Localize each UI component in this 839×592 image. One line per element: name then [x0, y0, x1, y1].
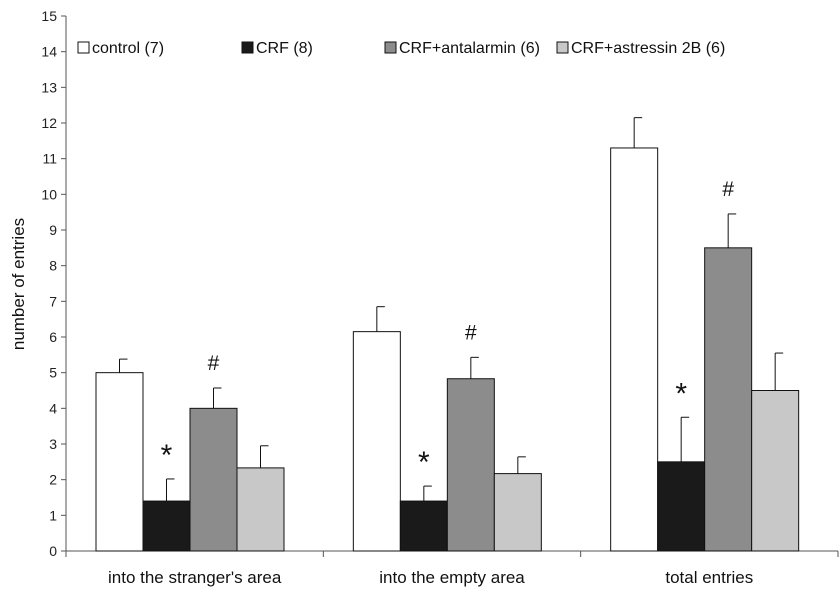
bar — [657, 461, 706, 552]
y-tick-label: 1 — [49, 507, 57, 523]
legend-label: control (7) — [92, 40, 164, 57]
bar — [399, 500, 448, 552]
y-tick-label: 8 — [49, 258, 57, 274]
y-tick-label: 5 — [49, 365, 57, 381]
y-tick-label: 12 — [41, 115, 57, 131]
legend-label: CRF (8) — [256, 40, 313, 57]
legend-swatch — [384, 41, 397, 54]
legend-swatch — [241, 41, 254, 54]
y-tick-label: 3 — [49, 436, 57, 452]
bar — [493, 473, 542, 552]
y-tick-label: 7 — [49, 293, 57, 309]
legend-swatch — [77, 41, 90, 54]
bar — [95, 372, 144, 552]
y-tick-label: 13 — [41, 79, 57, 95]
bar — [704, 247, 753, 552]
x-category-label: into the empty area — [379, 568, 525, 587]
bar — [751, 390, 800, 552]
x-category-label: total entries — [665, 568, 753, 587]
y-tick-label: 15 — [41, 8, 57, 24]
y-tick-label: 6 — [49, 329, 57, 345]
bar — [610, 147, 659, 552]
y-tick-label: 9 — [49, 222, 57, 238]
bar — [236, 467, 285, 552]
significance-star: * — [418, 446, 430, 479]
y-tick-label: 0 — [49, 543, 57, 559]
y-tick-label: 2 — [49, 472, 57, 488]
bar — [142, 500, 191, 552]
legend: control (7) CRF (8) CRF+antalarmin (6) CRF+… — [77, 40, 725, 57]
significance-star: * — [675, 377, 687, 410]
y-axis-label: number of entries — [9, 218, 28, 350]
y-tick-label: 14 — [41, 44, 57, 60]
bar — [446, 378, 495, 552]
bar — [352, 331, 401, 552]
significance-hash: # — [208, 352, 220, 375]
x-category-label: into the stranger's area — [108, 568, 282, 587]
y-tick-label: 10 — [41, 186, 57, 202]
y-tick-label: 4 — [49, 400, 57, 416]
y-tick-label: 11 — [42, 151, 57, 167]
bars: * # * # * # — [95, 117, 800, 552]
bar — [189, 407, 238, 552]
legend-label: CRF+astressin 2B (6) — [571, 40, 725, 57]
significance-hash: # — [465, 321, 477, 344]
significance-star: * — [161, 439, 173, 472]
legend-label: CRF+antalarmin (6) — [399, 40, 540, 57]
legend-swatch — [556, 41, 569, 54]
significance-hash: # — [722, 178, 734, 201]
